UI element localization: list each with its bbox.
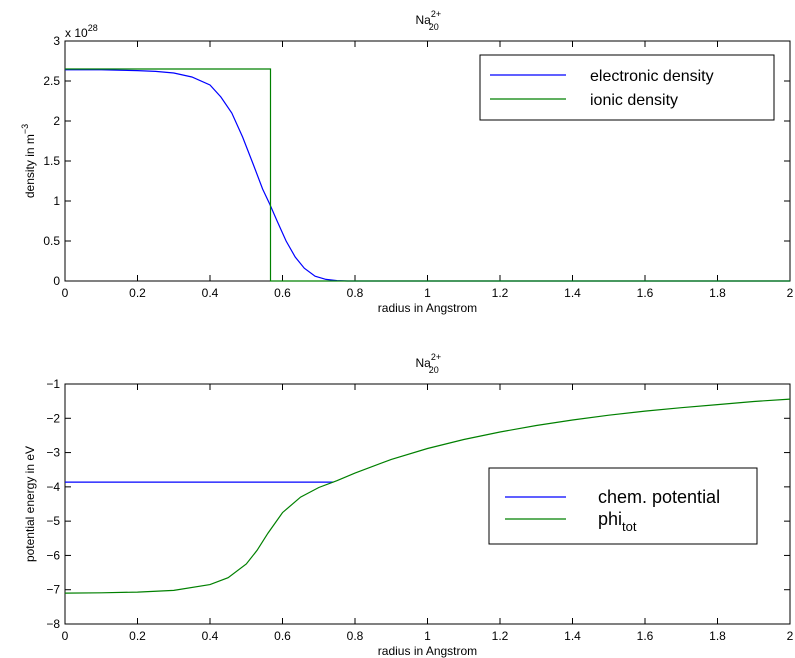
y-tick-label: 0.5 bbox=[43, 234, 60, 248]
series-line-2 bbox=[64, 398, 791, 594]
x-tick-label: 1 bbox=[424, 629, 431, 643]
x-tick-label: 0.8 bbox=[347, 286, 364, 300]
x-tick-label: 0.8 bbox=[347, 629, 364, 643]
y-tick-label: −2 bbox=[46, 411, 60, 425]
x-tick-label: 0.6 bbox=[274, 286, 291, 300]
series-line-2 bbox=[65, 68, 790, 282]
legend-label: electronic density bbox=[590, 68, 714, 85]
x-tick-label: 0 bbox=[62, 629, 69, 643]
x-tick-label: 2 bbox=[787, 629, 794, 643]
x-tick-label: 1.4 bbox=[564, 629, 581, 643]
y-tick-label: 2.5 bbox=[43, 74, 60, 88]
y-tick-label: −8 bbox=[46, 617, 60, 631]
x-tick-label: 0.4 bbox=[202, 286, 219, 300]
chart-title: Na2+ 20 bbox=[416, 352, 442, 375]
y-tick-label: 3 bbox=[53, 34, 60, 48]
x-tick-label: 0.6 bbox=[274, 629, 291, 643]
x-tick-label: 0.4 bbox=[202, 629, 219, 643]
x-tick-label: 1.2 bbox=[492, 286, 509, 300]
chart-1: 0 0.2 0.4 0.6 0.8 1 1.2 1.4 1.6 1.8 2 0 0.5 1 1.5 2 2.5 3… bbox=[20, 9, 794, 315]
x-tick-label: 0 bbox=[62, 286, 69, 300]
legend-label: chem. potential bbox=[598, 487, 720, 507]
x-tick-label: 0.2 bbox=[129, 629, 146, 643]
x-axis-label: radius in Angstrom bbox=[378, 301, 477, 315]
x-tick-label: 1.6 bbox=[637, 629, 654, 643]
y-tick-label: −1 bbox=[46, 377, 60, 391]
y-tick-label: −3 bbox=[46, 446, 60, 460]
y-tick-label: 1.5 bbox=[43, 154, 60, 168]
x-tick-label: 1.8 bbox=[709, 629, 726, 643]
y-axis-label: density in m−3 bbox=[20, 124, 37, 198]
x-axis-label: radius in Angstrom bbox=[378, 644, 477, 658]
x-tick-label: 1 bbox=[424, 286, 431, 300]
x-tick-label: 1.6 bbox=[637, 286, 654, 300]
y-tick-label: 1 bbox=[53, 194, 60, 208]
x-tick-label: 2 bbox=[787, 286, 794, 300]
legend-box bbox=[479, 54, 775, 121]
y-tick-label: 0 bbox=[53, 274, 60, 288]
series-line-1 bbox=[65, 69, 790, 282]
chart-title: Na2+ 20 bbox=[416, 9, 442, 32]
x-tick-label: 1.2 bbox=[492, 629, 509, 643]
y-axis-label: potential energy in eV bbox=[23, 446, 37, 562]
y-tick-label: −7 bbox=[46, 583, 60, 597]
x-tick-label: 0.2 bbox=[129, 286, 146, 300]
legend-label: phitot bbox=[598, 509, 637, 534]
x-tick-label: 1.8 bbox=[709, 286, 726, 300]
y-tick-label: −6 bbox=[46, 548, 60, 562]
x-tick-label: 1.4 bbox=[564, 286, 581, 300]
y-tick-label: −4 bbox=[46, 480, 60, 494]
y-tick-label: −5 bbox=[46, 514, 60, 528]
chart-2: 0 0.2 0.4 0.6 0.8 1 1.2 1.4 1.6 1.8 2 −8 −7 −6 −5 −4 −3 −… bbox=[23, 352, 794, 658]
axis-exponent-label: x 1028 bbox=[65, 23, 98, 40]
legend-box bbox=[488, 467, 758, 545]
legend-label: ionic density bbox=[590, 92, 678, 109]
y-tick-label: 2 bbox=[53, 114, 60, 128]
